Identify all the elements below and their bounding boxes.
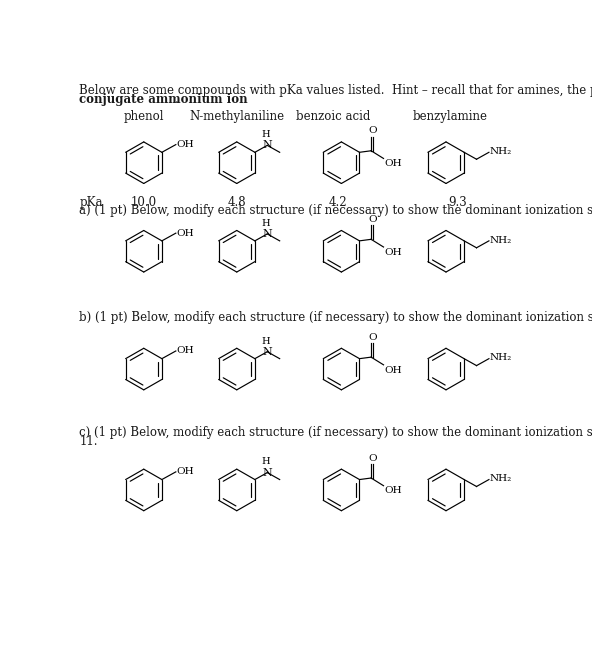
Text: N: N [262,346,272,357]
Text: 4.8: 4.8 [227,196,246,209]
Text: OH: OH [176,229,194,238]
Text: N-methylaniline: N-methylaniline [189,111,284,124]
Text: 4.2: 4.2 [328,196,347,209]
Text: OH: OH [384,159,402,168]
Text: O: O [368,126,377,135]
Text: c) (1 pt) Below, modify each structure (if necessary) to show the dominant ioniz: c) (1 pt) Below, modify each structure (… [79,426,592,439]
Text: phenol: phenol [124,111,164,124]
Text: conjugate ammonium ion: conjugate ammonium ion [79,94,248,107]
Text: N: N [262,140,272,150]
Text: O: O [368,215,377,224]
Text: OH: OH [384,486,402,495]
Text: 10.0: 10.0 [131,196,157,209]
Text: OH: OH [384,248,402,257]
Text: H: H [262,337,270,346]
Text: .: . [175,94,179,107]
Text: a) (1 pt) Below, modify each structure (if necessary) to show the dominant ioniz: a) (1 pt) Below, modify each structure (… [79,203,592,216]
Text: pKa: pKa [79,196,103,209]
Text: NH₂: NH₂ [490,474,512,484]
Text: H: H [262,130,270,139]
Text: OH: OH [384,365,402,374]
Text: b) (1 pt) Below, modify each structure (if necessary) to show the dominant ioniz: b) (1 pt) Below, modify each structure (… [79,311,592,324]
Text: OH: OH [176,140,194,149]
Text: H: H [262,458,270,467]
Text: OH: OH [176,346,194,356]
Text: benzylamine: benzylamine [413,111,487,124]
Text: benzoic acid: benzoic acid [297,111,371,124]
Text: N: N [262,467,272,478]
Text: H: H [262,219,270,227]
Text: NH₂: NH₂ [490,354,512,363]
Text: NH₂: NH₂ [490,147,512,156]
Text: OH: OH [176,467,194,476]
Text: NH₂: NH₂ [490,235,512,244]
Text: O: O [368,454,377,463]
Text: N: N [262,229,272,239]
Text: O: O [368,333,377,342]
Text: Below are some compounds with pKa values listed.  Hint – recall that for amines,: Below are some compounds with pKa values… [79,84,592,97]
Text: 11.: 11. [79,436,98,448]
Text: 9.3: 9.3 [448,196,467,209]
